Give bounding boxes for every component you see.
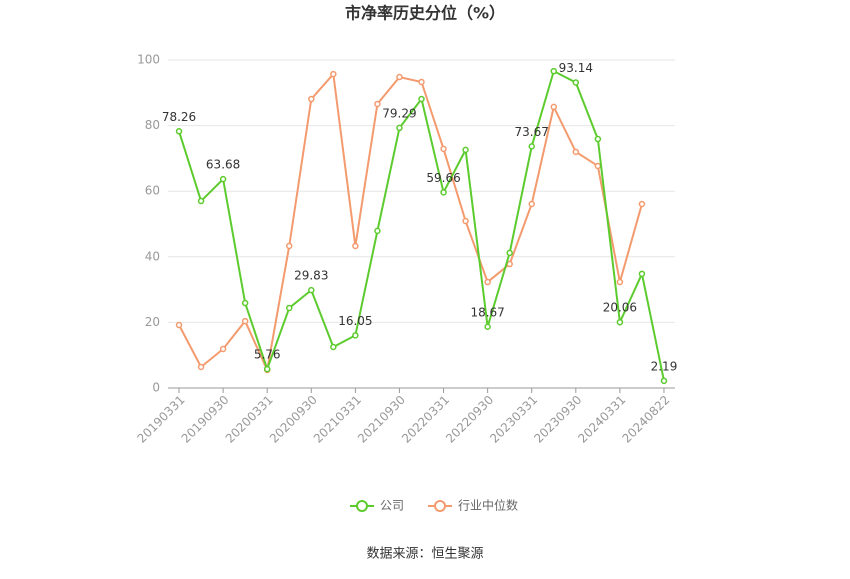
point (440, 189, 447, 196)
point (616, 318, 624, 326)
point (440, 145, 447, 153)
y-tick-label: 40 (145, 249, 160, 263)
point (241, 317, 249, 325)
y-tick-label: 60 (145, 184, 160, 198)
series-line (178, 71, 643, 374)
data-label: 93.14 (559, 61, 593, 75)
point (484, 278, 491, 286)
point (197, 197, 205, 205)
data-label: 29.83 (294, 269, 328, 283)
point (219, 345, 227, 353)
chart-title: 市净率历史分位（%） (345, 4, 505, 23)
point (572, 79, 580, 86)
point (616, 278, 624, 286)
point (594, 162, 602, 170)
point (528, 143, 535, 150)
point (396, 73, 403, 81)
point (462, 146, 469, 154)
point (550, 103, 558, 111)
point (219, 175, 227, 183)
point (352, 332, 359, 339)
y-tick-label: 20 (145, 315, 160, 329)
x-tick-label: 20240822 (619, 393, 672, 446)
point (263, 365, 271, 373)
point (374, 100, 381, 108)
point (308, 286, 315, 294)
legend-label: 行业中位数 (458, 498, 518, 513)
point (572, 148, 580, 156)
point (550, 67, 558, 75)
legend-marker (434, 500, 447, 512)
point (285, 304, 293, 312)
point (462, 217, 469, 225)
point (352, 242, 359, 250)
point (308, 95, 315, 103)
point (594, 135, 602, 143)
point (418, 78, 425, 86)
point (418, 95, 425, 103)
point (285, 242, 293, 250)
data-label: 59.66 (426, 171, 460, 185)
point (330, 343, 337, 351)
legend-marker (356, 500, 368, 512)
point (484, 323, 491, 331)
point (660, 377, 668, 385)
point (175, 128, 183, 135)
data-label: 16.05 (338, 314, 372, 328)
data-label: 79.29 (382, 106, 416, 120)
point (175, 321, 183, 329)
y-tick-label: 100 (137, 53, 160, 67)
data-label: 5.76 (254, 348, 281, 362)
legend-label: 公司 (380, 499, 404, 513)
y-tick-label: 0 (152, 381, 160, 395)
data-label: 18.67 (470, 305, 504, 319)
data-label: 78.26 (162, 110, 196, 124)
point (241, 299, 249, 307)
point (374, 227, 381, 235)
data-label: 73.67 (515, 125, 549, 139)
point (528, 200, 535, 208)
point (638, 270, 646, 278)
y-tick-label: 80 (145, 118, 160, 132)
point (396, 124, 403, 132)
data-label: 63.68 (206, 158, 240, 172)
point (197, 363, 205, 371)
data-label: 20.06 (603, 301, 637, 315)
data-label: 2.19 (651, 359, 678, 373)
point (330, 70, 337, 78)
point (506, 260, 513, 268)
point (638, 200, 646, 208)
point (506, 249, 513, 257)
source: 数据来源：恒生聚源 (366, 547, 483, 562)
